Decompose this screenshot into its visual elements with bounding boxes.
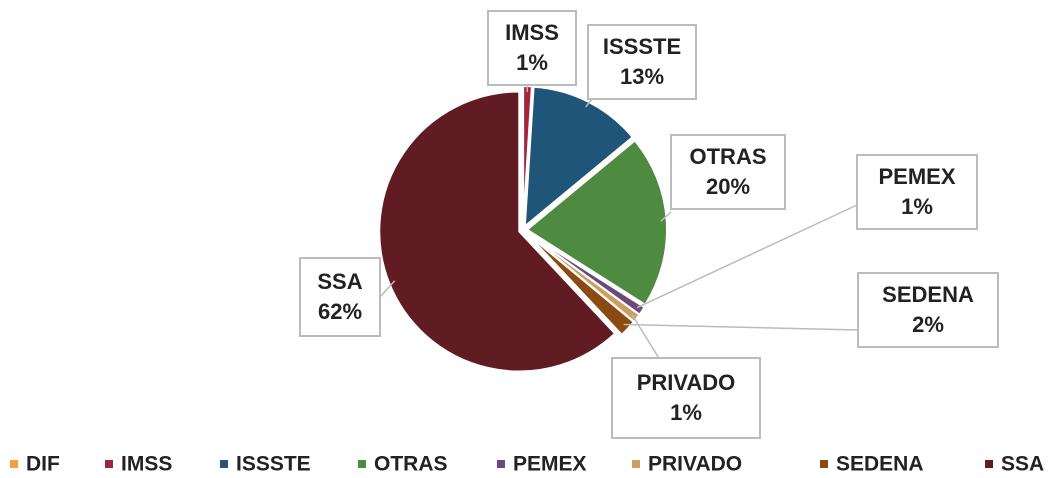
legend-label: SEDENA [836,453,924,476]
legend-swatch [10,460,18,468]
label-category: PEMEX [878,164,955,189]
legend-swatch [820,460,828,468]
legend-swatch [632,460,640,468]
legend-label: ISSSTE [236,453,311,476]
label-category: SSA [317,269,362,294]
legend-swatch [105,460,113,468]
label-box [857,272,999,348]
label-box [487,10,577,86]
legend-swatch [497,460,505,468]
label-category: IMSS [505,20,559,45]
leader-line [623,323,859,331]
label-box [611,357,761,439]
label-category: OTRAS [690,144,767,169]
label-box [299,257,381,337]
pie-slice [523,85,635,229]
data-label: 62% [318,299,362,324]
legend-label: PRIVADO [648,453,742,476]
legend-label: IMSS [121,453,172,476]
data-label: 2% [912,312,944,337]
legend-label: SSA [1001,453,1044,476]
legend-swatch [220,460,228,468]
legend-label: PEMEX [513,453,587,476]
data-label: 1% [901,194,933,219]
data-label: 20% [706,174,750,199]
leader-line [585,98,593,108]
pie-slice [378,90,617,373]
leader-line [636,204,858,309]
label-box [587,24,697,100]
label-category: SEDENA [882,282,974,307]
legend-swatch [358,460,366,468]
legend-swatch [985,460,993,468]
leader-line [379,280,396,298]
data-label: 1% [670,400,702,425]
legend-label: OTRAS [374,453,448,476]
pie-slice [525,139,668,307]
legend-label: DIF [26,453,60,476]
pie-slice [525,231,636,337]
leader-line [660,211,672,222]
label-category: ISSSTE [603,34,681,59]
label-box [856,154,978,230]
label-box [670,134,786,210]
data-label: 1% [516,50,548,75]
label-category: PRIVADO [637,370,736,395]
leader-line [631,314,661,361]
data-label: 13% [620,64,664,89]
